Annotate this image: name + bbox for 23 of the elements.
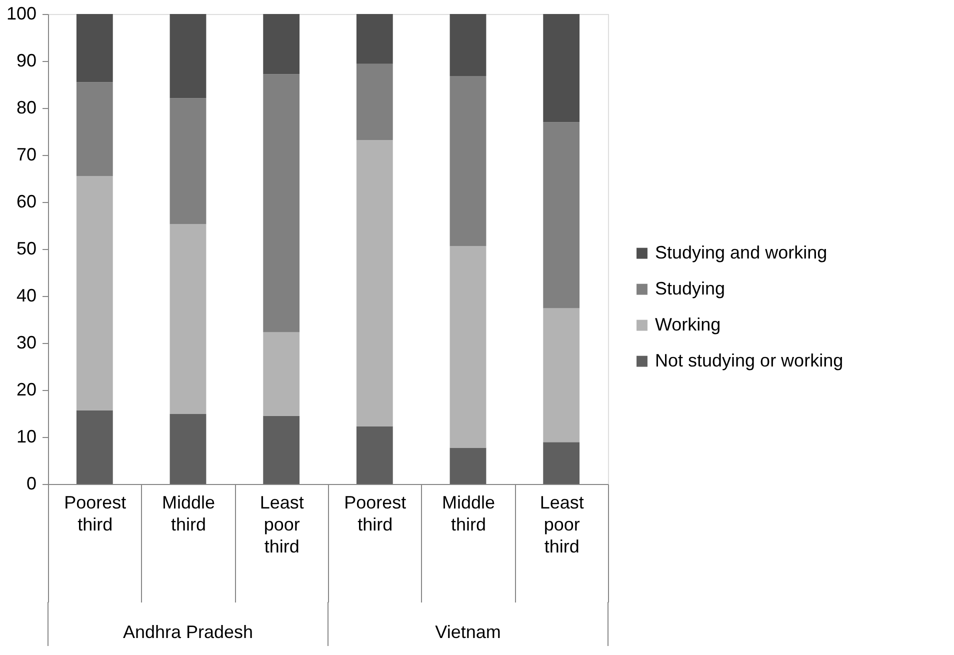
x-tick-label: Middle third [442,492,496,534]
y-tick-label: 20 [16,380,36,400]
x-tick-label: Poorest third [64,492,126,534]
y-tick-label: 10 [16,426,36,446]
y-tick-label: 30 [16,332,36,352]
x-tick-label: Least poor third [260,492,304,556]
y-tick-label: 90 [16,50,36,70]
legend-label: Working [655,314,721,334]
legend-label: Not studying or working [655,350,844,370]
x-tick-label: Poorest third [344,492,406,534]
text: Vietnam [435,622,501,642]
legend-label: Studying and working [655,242,828,262]
y-tick-label: 70 [16,144,36,164]
y-tick-label: 0 [26,474,36,494]
text: Andhra Pradesh [122,622,254,642]
y-tick-label: 80 [16,98,36,118]
y-tick-label: 40 [16,286,36,306]
legend-label: Studying [655,278,726,298]
y-tick-label: 50 [16,238,36,258]
y-tick-label: 100 [6,4,36,24]
x-tick-label: Least poor third [540,492,584,556]
y-tick-label: 60 [16,192,36,212]
x-tick-label: Middle third [162,492,216,534]
